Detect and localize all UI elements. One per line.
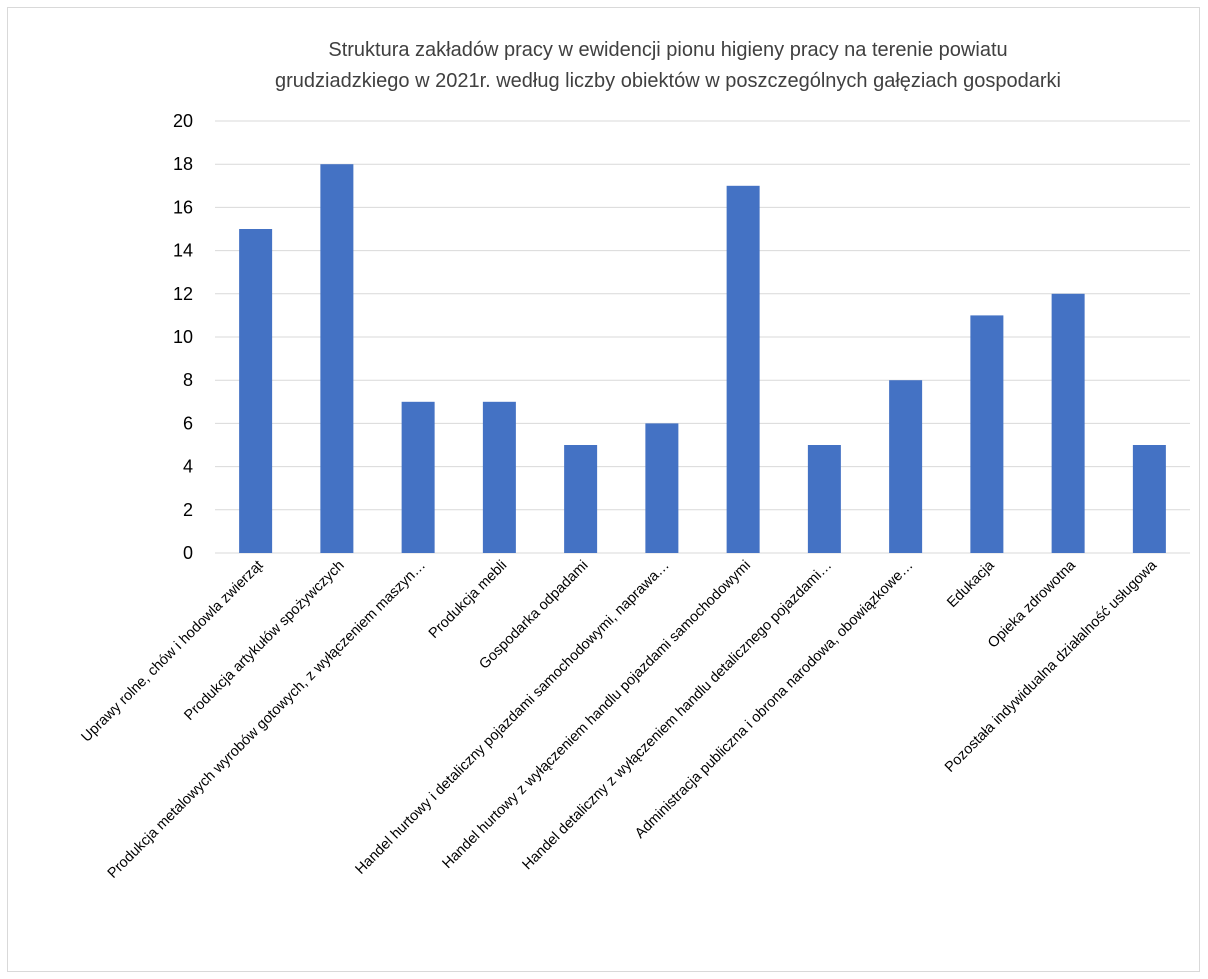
chart-title-line-1: Struktura zakładów pracy w ewidencji pio… [328,39,1007,61]
y-tick-label: 0 [183,543,193,563]
x-category-label: Handel hurtowy i detaliczny pojazdami sa… [353,558,673,878]
chart-title-line-2: grudziadzkiego w 2021r. według liczby ob… [275,70,1061,92]
bar [1051,293,1085,553]
x-category-label: Administracja publiczna i obrona narodow… [632,558,916,842]
y-tick-label: 18 [173,154,193,174]
bar [239,229,273,553]
y-tick-label: 16 [173,197,193,217]
y-tick-label: 2 [183,500,193,520]
y-tick-label: 14 [173,241,193,261]
x-category-label: Opieka zdrowotna [985,557,1080,652]
y-tick-label: 6 [183,413,193,433]
bar [1132,445,1166,553]
x-category-label: Handel detaliczny z wyłączeniem handlu d… [520,558,836,874]
x-category-label: Produkcja mebli [426,558,510,642]
bar [564,445,598,553]
y-tick-label: 8 [183,370,193,390]
y-tick-label: 20 [173,111,193,131]
bar [889,380,923,553]
x-category-label: Produkcja metalowych wyrobów gotowych, z… [105,558,429,882]
x-category-label: Handel hurtowy z wyłączeniem handlu poja… [439,558,753,872]
y-tick-label: 12 [173,284,193,304]
bar [645,423,679,553]
y-tick-label: 10 [173,327,193,347]
bar [401,401,435,553]
x-category-label: Edukacja [944,557,998,611]
bar [807,445,841,553]
bar [970,315,1004,553]
bar [726,185,760,554]
x-category-label: Uprawy rolne, chów i hodowla zwierząt [78,558,266,746]
bar [320,164,354,553]
x-category-label: Produkcja artykułów spożywczych [181,558,347,724]
bar [482,401,516,553]
y-tick-label: 4 [183,457,193,477]
